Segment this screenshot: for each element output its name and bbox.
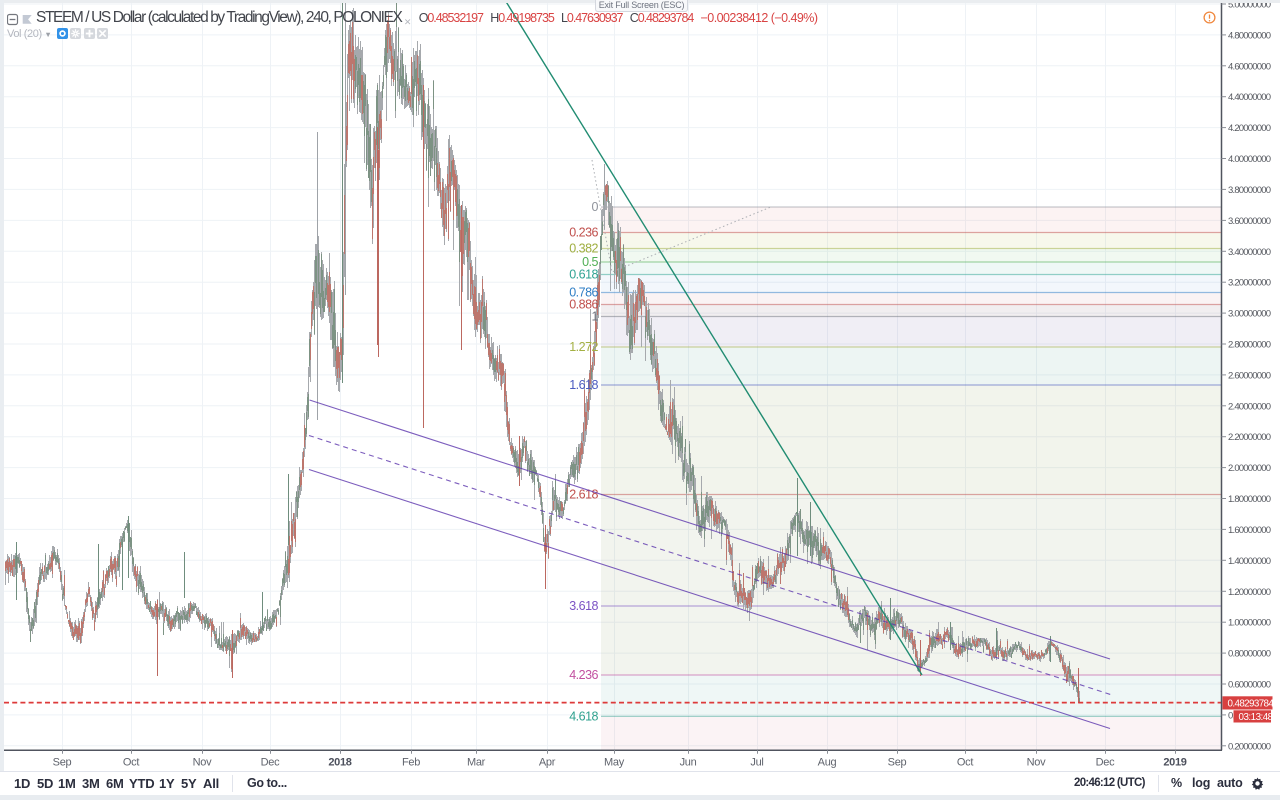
svg-text:2.618: 2.618 bbox=[569, 488, 598, 502]
svg-text:Nov: Nov bbox=[1027, 757, 1046, 769]
svg-text:4.20000000: 4.20000000 bbox=[1228, 123, 1271, 134]
svg-text:1.60000000: 1.60000000 bbox=[1228, 525, 1271, 536]
svg-text:0.236: 0.236 bbox=[569, 226, 598, 240]
svg-text:3.80000000: 3.80000000 bbox=[1228, 185, 1271, 196]
svg-text:Sep: Sep bbox=[888, 757, 907, 769]
svg-text:0.786: 0.786 bbox=[569, 286, 598, 300]
svg-text:0.20000000: 0.20000000 bbox=[1228, 741, 1271, 752]
svg-text:2018: 2018 bbox=[328, 757, 351, 769]
svg-text:Apr: Apr bbox=[539, 757, 556, 769]
svg-text:Mar: Mar bbox=[467, 757, 486, 769]
svg-text:2.80000000: 2.80000000 bbox=[1228, 340, 1271, 351]
svg-text:03:13:48: 03:13:48 bbox=[1239, 712, 1274, 723]
svg-text:Oct: Oct bbox=[957, 757, 973, 769]
svg-text:Aug: Aug bbox=[818, 757, 837, 769]
svg-text:0.80000000: 0.80000000 bbox=[1228, 649, 1271, 660]
svg-text:Jun: Jun bbox=[680, 757, 697, 769]
svg-text:3.618: 3.618 bbox=[569, 599, 598, 613]
svg-text:4.40000000: 4.40000000 bbox=[1228, 92, 1271, 103]
svg-text:1.618: 1.618 bbox=[569, 378, 598, 392]
svg-text:3.60000000: 3.60000000 bbox=[1228, 216, 1271, 227]
svg-text:Dec: Dec bbox=[261, 757, 280, 769]
svg-text:0.886: 0.886 bbox=[569, 298, 598, 312]
svg-text:4.60000000: 4.60000000 bbox=[1228, 61, 1271, 72]
svg-text:4.236: 4.236 bbox=[569, 668, 598, 682]
svg-text:1.80000000: 1.80000000 bbox=[1228, 494, 1271, 505]
svg-text:Feb: Feb bbox=[402, 757, 420, 769]
svg-text:Sep: Sep bbox=[53, 757, 72, 769]
svg-text:5.00000000: 5.00000000 bbox=[1228, 0, 1271, 11]
svg-text:Jul: Jul bbox=[750, 757, 763, 769]
svg-text:3.00000000: 3.00000000 bbox=[1228, 309, 1271, 320]
svg-text:1.272: 1.272 bbox=[569, 340, 598, 354]
svg-text:1: 1 bbox=[592, 310, 599, 324]
svg-text:Oct: Oct bbox=[123, 757, 139, 769]
svg-text:0.382: 0.382 bbox=[569, 242, 598, 256]
svg-text:Nov: Nov bbox=[193, 757, 212, 769]
svg-text:2019: 2019 bbox=[1163, 757, 1186, 769]
svg-text:4.00000000: 4.00000000 bbox=[1228, 154, 1271, 165]
svg-text:2.40000000: 2.40000000 bbox=[1228, 401, 1271, 412]
svg-text:Dec: Dec bbox=[1096, 757, 1115, 769]
svg-text:2.60000000: 2.60000000 bbox=[1228, 370, 1271, 381]
svg-text:3.40000000: 3.40000000 bbox=[1228, 247, 1271, 258]
svg-text:4.618: 4.618 bbox=[569, 710, 598, 724]
svg-text:2.00000000: 2.00000000 bbox=[1228, 463, 1271, 474]
svg-text:0.60000000: 0.60000000 bbox=[1228, 680, 1271, 691]
svg-text:1.40000000: 1.40000000 bbox=[1228, 556, 1271, 567]
svg-text:3.20000000: 3.20000000 bbox=[1228, 278, 1271, 289]
svg-text:May: May bbox=[604, 757, 625, 769]
svg-text:0.5: 0.5 bbox=[582, 255, 598, 269]
svg-text:4.80000000: 4.80000000 bbox=[1228, 30, 1271, 41]
svg-text:0: 0 bbox=[592, 200, 599, 214]
svg-text:1.20000000: 1.20000000 bbox=[1228, 587, 1271, 598]
svg-text:1.00000000: 1.00000000 bbox=[1228, 618, 1271, 629]
svg-text:0.618: 0.618 bbox=[569, 268, 598, 282]
svg-text:0.48293784: 0.48293784 bbox=[1228, 699, 1275, 710]
svg-text:2.20000000: 2.20000000 bbox=[1228, 432, 1271, 443]
